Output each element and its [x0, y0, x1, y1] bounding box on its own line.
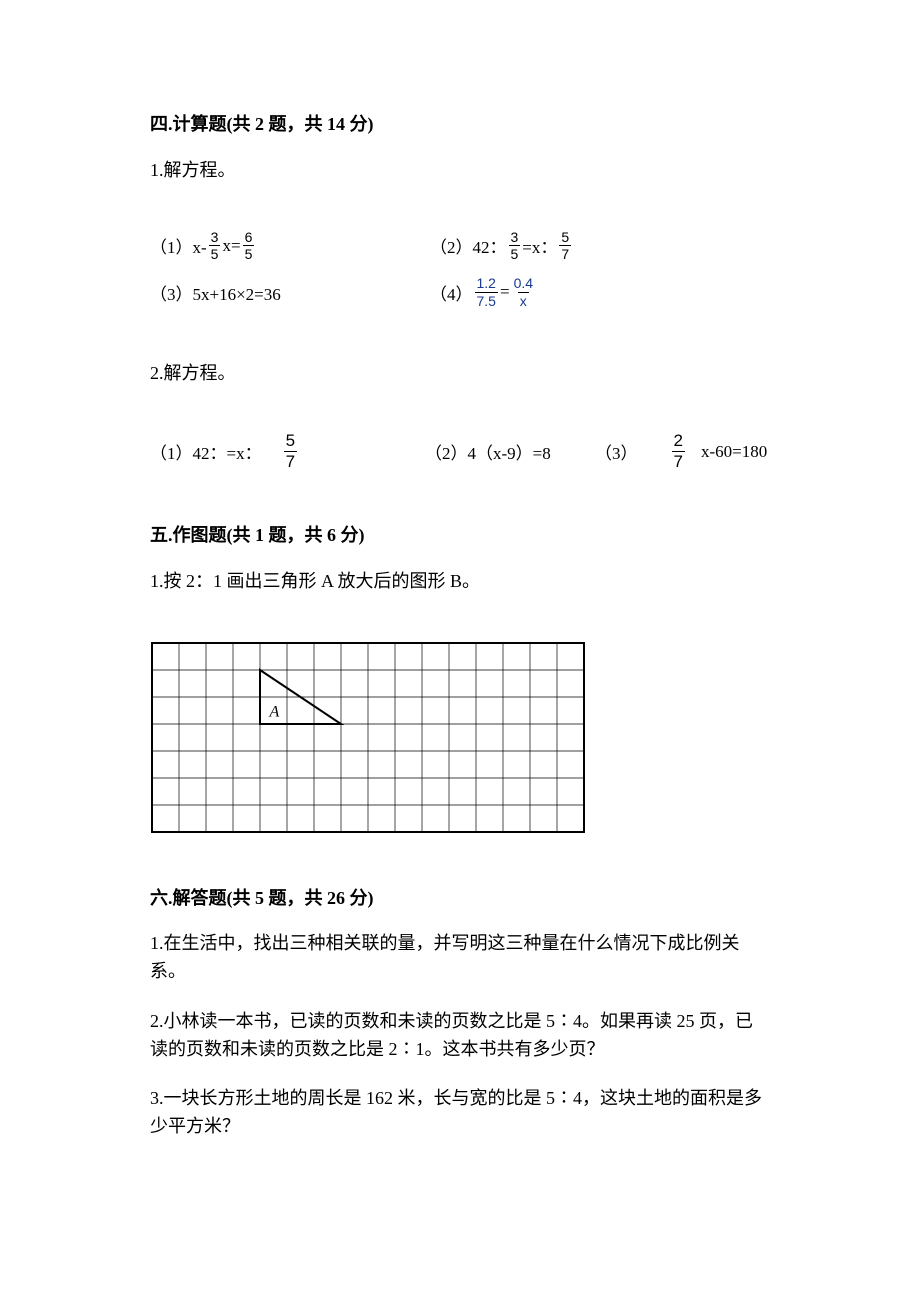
s4-p1-row2: （3）5x+16×2=36 （4） 1.2 7.5 = 0.4 x: [150, 276, 770, 308]
eq-text: （1）42：=x：: [150, 439, 262, 464]
eq-text: x=: [222, 236, 240, 256]
s4-p2-equations: （1）42：=x： 5 7 （2）4（x-9）=8 （3） 2 7 x-60=1…: [150, 432, 770, 471]
frac-num: 0.4: [512, 276, 535, 292]
frac-den: 7: [284, 451, 297, 471]
s4-p1-eq3: （3）5x+16×2=36: [150, 280, 430, 305]
frac-num: 3: [509, 230, 521, 246]
fraction: 3 5: [509, 230, 521, 262]
frac-num: 3: [209, 230, 221, 246]
s6-q2: 2.小林读一本书，已读的页数和未读的页数之比是 5∶4。如果再读 25 页，已读…: [150, 1008, 770, 1064]
eq-text: （4）: [430, 280, 473, 305]
s4-problem-2-label: 2.解方程。: [150, 359, 770, 388]
svg-text:A: A: [268, 703, 279, 720]
frac-num: 1.2: [475, 276, 498, 292]
frac-den: 5: [243, 245, 255, 262]
s6-q1: 1.在生活中，找出三种相关联的量，并写明这三种量在什么情况下成比例关系。: [150, 930, 770, 986]
eq-text: =: [500, 282, 510, 302]
frac-num: 5: [284, 432, 297, 451]
s4-problem-1-label: 1.解方程。: [150, 156, 770, 185]
fraction: 6 5: [243, 230, 255, 262]
frac-den: x: [518, 292, 529, 309]
fraction: 2 7: [672, 432, 685, 471]
frac-num: 2: [672, 432, 685, 451]
fraction: 1.2 7.5: [475, 276, 498, 308]
frac-num: 6: [243, 230, 255, 246]
fraction: 3 5: [209, 230, 221, 262]
s4-p1-eq2: （2）42： 3 5 =x： 5 7: [430, 230, 680, 262]
s4-p2-eq1: （1）42：=x： 5 7: [150, 432, 425, 471]
frac-num: 5: [559, 230, 571, 246]
fraction: 5 7: [559, 230, 571, 262]
eq-text: =x：: [522, 233, 557, 258]
frac-den: 7: [559, 245, 571, 262]
s4-p1-eq4: （4） 1.2 7.5 = 0.4 x: [430, 276, 680, 308]
s4-p1-row1: （1）x- 3 5 x= 6 5 （2）42： 3 5 =x： 5 7: [150, 230, 770, 262]
grid-figure: A: [150, 641, 770, 834]
s4-p2-eq3: （3） 2 7 x-60=180: [595, 432, 767, 471]
grid-svg: A: [150, 641, 586, 834]
s4-p2-eq2: （2）4（x-9）=8: [425, 439, 595, 464]
s4-p1-equations: （1）x- 3 5 x= 6 5 （2）42： 3 5 =x： 5 7: [150, 230, 770, 309]
frac-den: 7.5: [475, 292, 498, 309]
eq-text: （3）: [595, 439, 638, 464]
s6-q3: 3.一块长方形土地的周长是 162 米，长与宽的比是 5∶4，这块土地的面积是多…: [150, 1085, 770, 1141]
eq-text: （2）42：: [430, 233, 507, 258]
eq-text: （1）x-: [150, 233, 207, 258]
section-6-header: 六.解答题(共 5 题，共 26 分): [150, 884, 770, 910]
s5-problem-1: 1.按 2：1 画出三角形 A 放大后的图形 B。: [150, 567, 770, 596]
section-5-header: 五.作图题(共 1 题，共 6 分): [150, 521, 770, 547]
s4-p2-row: （1）42：=x： 5 7 （2）4（x-9）=8 （3） 2 7 x-60=1…: [150, 432, 770, 471]
fraction: 5 7: [284, 432, 297, 471]
eq-text: （2）4（x-9）=8: [425, 439, 551, 464]
eq-text: x-60=180: [701, 442, 767, 462]
fraction: 0.4 x: [512, 276, 535, 308]
frac-den: 7: [672, 451, 685, 471]
frac-den: 5: [209, 245, 221, 262]
section-4-header: 四.计算题(共 2 题，共 14 分): [150, 110, 770, 136]
s4-p1-eq1: （1）x- 3 5 x= 6 5: [150, 230, 430, 262]
frac-den: 5: [509, 245, 521, 262]
eq-text: （3）5x+16×2=36: [150, 280, 281, 305]
